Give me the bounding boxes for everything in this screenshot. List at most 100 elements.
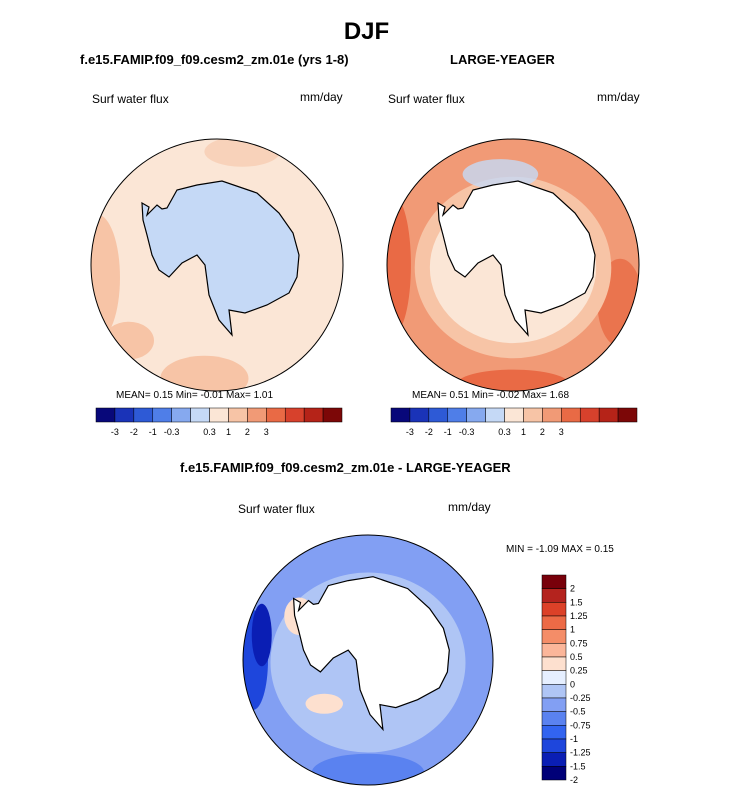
colorbar-tick-label: 3 xyxy=(559,427,564,437)
colorbar-swatch xyxy=(541,656,567,671)
colorbar-tick-label: -2 xyxy=(130,427,138,437)
panel3-title: f.e15.FAMIP.f09_f09.cesm2_zm.01e - LARGE… xyxy=(180,460,511,475)
panel2-stats: MEAN= 0.51 Min= -0.02 Max= 1.68 xyxy=(412,390,570,401)
colorbar-tick-label: 2 xyxy=(570,584,575,594)
map-boundary xyxy=(242,534,494,786)
colorbar-swatch xyxy=(114,407,135,423)
antarctica-coastline xyxy=(437,180,596,337)
panel1-units: mm/day xyxy=(300,90,343,104)
colorbar-swatch xyxy=(152,407,172,423)
colorbar-tick-label: -0.75 xyxy=(570,720,591,730)
colorbar-swatch xyxy=(390,407,411,423)
panel2-title: LARGE-YEAGER xyxy=(450,52,555,67)
colorbar-tick-label: 1.5 xyxy=(570,597,583,607)
panel1-variable: Surf water flux xyxy=(92,92,169,106)
colorbar-swatch xyxy=(133,407,154,423)
antarctica-coastline xyxy=(292,576,450,732)
colorbar-panel-2: -3 -2 -1 -0.3 0.3 1 2 3 xyxy=(390,407,638,437)
colorbar-swatch xyxy=(266,407,286,423)
colorbar-swatch xyxy=(541,602,567,617)
colorbar-tick-label: 0.3 xyxy=(498,427,511,437)
colorbar-tick-label: -1 xyxy=(149,427,157,437)
panel3-variable: Surf water flux xyxy=(238,502,315,516)
map-boundary xyxy=(90,138,344,392)
colorbar-tick-label: -3 xyxy=(406,427,414,437)
colorbar-swatch xyxy=(561,407,581,423)
field-contour xyxy=(456,369,570,391)
colorbar-swatch xyxy=(617,407,638,423)
colorbar-tick-label: -2 xyxy=(570,775,578,785)
colorbar-swatch xyxy=(322,407,343,423)
field-contour xyxy=(160,355,249,391)
panel1-title: f.e15.FAMIP.f09_f09.cesm2_zm.01e (yrs 1-… xyxy=(80,52,349,67)
colorbar-swatch xyxy=(190,407,210,423)
colorbar-tick-label: 0.25 xyxy=(570,666,588,676)
colorbar-swatch xyxy=(579,407,600,423)
colorbar-swatch xyxy=(541,615,567,630)
colorbar-swatch xyxy=(541,643,567,658)
colorbar-panel-1: -3 -2 -1 -0.3 0.3 1 2 3 xyxy=(95,407,343,437)
colorbar-swatch xyxy=(541,574,567,589)
colorbar-swatch xyxy=(541,752,567,767)
colorbar-swatch xyxy=(541,629,567,644)
colorbar-tick-label: 3 xyxy=(264,427,269,437)
colorbar-tick-label: -0.25 xyxy=(570,693,591,703)
colorbar-swatch xyxy=(541,684,567,699)
colorbar-swatch xyxy=(303,407,324,423)
colorbar-tick-label: -0.5 xyxy=(570,707,586,717)
colorbar-swatch xyxy=(171,407,191,423)
colorbar-swatch xyxy=(247,407,267,423)
colorbar-tick-label: -0.3 xyxy=(459,427,475,437)
panel3-units: mm/day xyxy=(448,500,491,514)
colorbar-swatch xyxy=(95,407,116,423)
colorbar-swatch xyxy=(284,407,305,423)
colorbar-swatch xyxy=(541,711,567,726)
panel1-stats: MEAN= 0.15 Min= -0.01 Max= 1.01 xyxy=(116,390,274,401)
colorbar-tick-label: -0.3 xyxy=(164,427,180,437)
colorbar-swatch xyxy=(485,407,505,423)
field-contour xyxy=(387,195,411,335)
colorbar-tick-label: 1.25 xyxy=(570,611,588,621)
antarctica-coastline xyxy=(141,180,300,337)
field-contour xyxy=(204,139,280,167)
panel2-units: mm/day xyxy=(597,90,640,104)
colorbar-tick-label: 1 xyxy=(521,427,526,437)
colorbar-swatch xyxy=(466,407,486,423)
colorbar-tick-label: -3 xyxy=(111,427,119,437)
colorbar-tick-label: -2 xyxy=(425,427,433,437)
map-panel-1 xyxy=(90,138,344,392)
colorbar-swatch xyxy=(542,407,562,423)
colorbar-swatch xyxy=(228,407,248,423)
field-contour xyxy=(251,603,272,667)
colorbar-swatch xyxy=(541,738,567,753)
colorbar-swatch xyxy=(209,407,229,423)
colorbar-swatch xyxy=(541,588,567,603)
field-contour xyxy=(305,693,343,714)
map-panel-2 xyxy=(386,138,640,392)
colorbar-tick-label: 1 xyxy=(226,427,231,437)
colorbar-tick-label: -1.25 xyxy=(570,748,591,758)
field-contour xyxy=(103,321,154,360)
colorbar-tick-label: -1 xyxy=(570,734,578,744)
colorbar-tick-label: 0.75 xyxy=(570,638,588,648)
colorbar-swatch xyxy=(541,766,567,781)
colorbar-swatch xyxy=(504,407,524,423)
colorbar-tick-label: 2 xyxy=(540,427,545,437)
colorbar-swatch xyxy=(541,697,567,712)
colorbar-tick-label: -1 xyxy=(444,427,452,437)
map-boundary xyxy=(386,138,640,392)
colorbar-tick-label: -1.5 xyxy=(570,761,586,771)
colorbar-tick-label: 0.5 xyxy=(570,652,583,662)
colorbar-tick-label: 0.3 xyxy=(203,427,216,437)
panel3-stats: MIN = -1.09 MAX = 0.15 xyxy=(506,544,614,555)
colorbar-swatch xyxy=(541,670,567,685)
colorbar-swatch xyxy=(428,407,449,423)
main-title: DJF xyxy=(343,18,390,45)
field-contour xyxy=(91,214,120,341)
colorbar-tick-label: 1 xyxy=(570,625,575,635)
colorbar-tick-label: 0 xyxy=(570,679,575,689)
colorbar-swatch xyxy=(409,407,430,423)
colorbar-tick-label: 2 xyxy=(245,427,250,437)
colorbar-swatch xyxy=(598,407,619,423)
